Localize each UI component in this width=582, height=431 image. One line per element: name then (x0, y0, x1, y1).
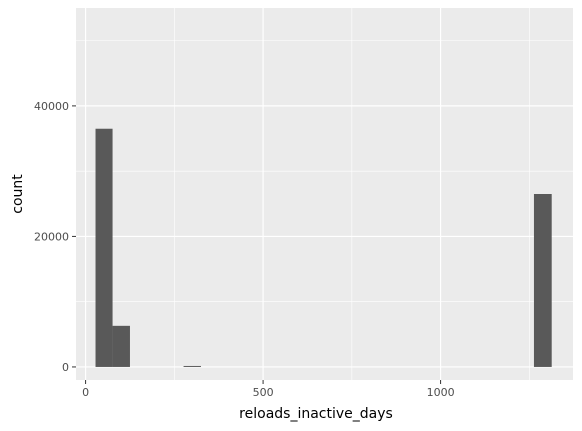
y-axis-ticks: 0 20000 40000 (34, 100, 76, 374)
x-tick-label: 1000 (427, 386, 455, 399)
major-gridlines (76, 8, 573, 380)
histogram-bar (95, 128, 113, 367)
x-axis-title: reloads_inactive_days (239, 406, 393, 422)
y-tick-label: 20000 (34, 230, 69, 243)
histogram-bar (533, 194, 552, 367)
x-tick-label: 0 (82, 386, 89, 399)
histogram-bar (183, 365, 201, 367)
x-axis-ticks: 0 500 1000 (82, 380, 455, 399)
x-tick-label: 500 (253, 386, 274, 399)
y-axis-title: count (10, 174, 26, 214)
y-tick-label: 0 (62, 361, 69, 374)
plot-panel (76, 8, 573, 380)
minor-gridlines (76, 8, 573, 380)
y-tick-label: 40000 (34, 100, 69, 113)
histogram-bars (95, 128, 552, 367)
histogram-bar (112, 325, 130, 367)
